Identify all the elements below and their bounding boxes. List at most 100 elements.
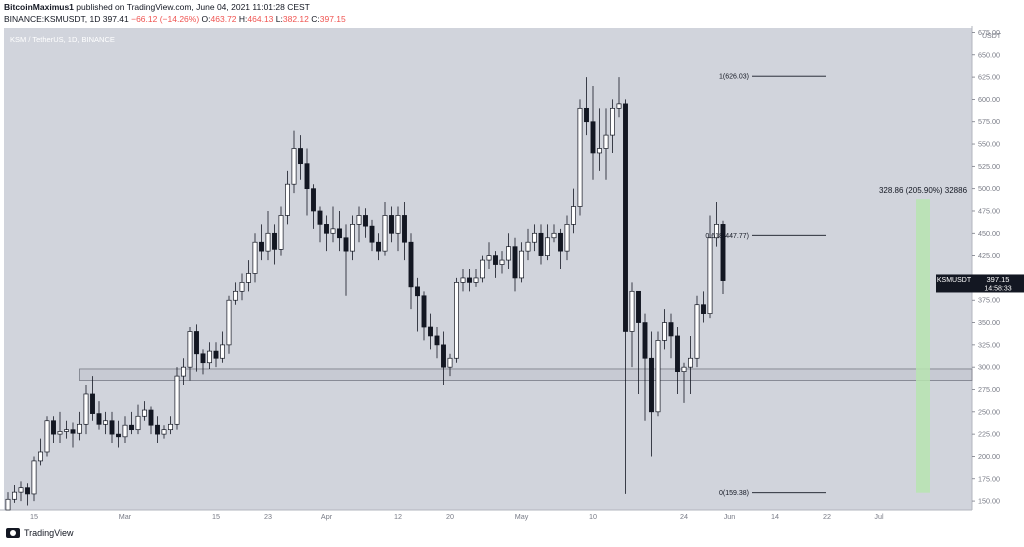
candle-up <box>564 224 570 252</box>
tradingview-brand: TradingView <box>24 528 74 538</box>
candle-up <box>174 375 180 425</box>
close-value: 397.15 <box>319 14 346 24</box>
candle-up <box>545 237 550 256</box>
candle-down <box>343 237 349 252</box>
candle-up <box>12 491 17 500</box>
candle-down <box>668 322 674 337</box>
candle-up <box>38 451 43 462</box>
candle-down <box>337 228 342 239</box>
candle-up <box>655 340 661 413</box>
candle-down <box>324 224 329 234</box>
candle-down <box>51 420 56 435</box>
symbol-label: BINANCE:KSMUSDT, 1D <box>4 14 101 24</box>
candle-up <box>220 344 225 359</box>
candle-down <box>467 277 472 283</box>
y-tick-label: 650.00 <box>978 50 1000 59</box>
candle-down <box>90 393 95 414</box>
candle-up <box>103 420 108 425</box>
candle-down <box>25 487 30 495</box>
candle-up <box>629 290 635 332</box>
candle-up <box>64 429 69 432</box>
author-name[interactable]: BitcoinMaximus1 <box>4 2 74 12</box>
x-tick-label: 22 <box>823 512 831 521</box>
candle-up <box>681 366 687 372</box>
y-tick-label: 675.00 <box>978 28 1000 37</box>
candle-up <box>57 431 63 435</box>
candle-up <box>83 393 89 425</box>
y-tick-label: 225.00 <box>978 430 1000 439</box>
candle-down <box>623 103 628 332</box>
y-tick-label: 550.00 <box>978 140 1000 149</box>
candle-down <box>311 188 316 212</box>
candle-up <box>571 206 576 225</box>
y-tick-label: 450.00 <box>978 229 1000 238</box>
candle-down <box>415 286 420 297</box>
y-tick-label: 475.00 <box>978 206 1000 215</box>
candle-down <box>538 232 544 256</box>
candle-up <box>519 250 524 279</box>
y-tick-label: 200.00 <box>978 452 1000 461</box>
range-measure-box <box>916 199 930 493</box>
candlestick-chart[interactable]: KSM / TetherUS, 1D, BINANCE 150.00 175.00 2… <box>0 26 1024 522</box>
x-tick-label: 12 <box>394 512 402 521</box>
candle-down <box>558 232 563 252</box>
candle-up <box>226 299 232 346</box>
candle-up <box>460 277 466 283</box>
last-price-tag <box>972 274 1024 293</box>
candle-up <box>525 241 531 252</box>
candle-down <box>408 241 414 288</box>
x-tick-label: 24 <box>680 512 688 521</box>
candle-up <box>285 183 290 216</box>
candle-down <box>298 148 303 165</box>
candle-up <box>207 350 212 364</box>
candle-down <box>584 107 589 123</box>
candle-down <box>129 424 134 431</box>
symbol-price-tag <box>936 274 972 293</box>
candle-up <box>688 357 693 368</box>
candle-down <box>441 344 446 368</box>
candle-up <box>246 273 251 283</box>
candle-down <box>493 255 498 265</box>
candle-up <box>18 487 24 493</box>
candle-up <box>395 215 401 234</box>
candle-up <box>135 415 141 431</box>
candle-up <box>603 134 609 149</box>
candle-up <box>181 366 186 377</box>
chart-plot[interactable]: KSM / TetherUS, 1D, BINANCE 150.00 175.00 2… <box>0 26 1024 522</box>
candle-up <box>330 228 336 234</box>
candle-up <box>597 148 602 154</box>
last-price-value: 397.15 <box>987 275 1010 284</box>
candle-down <box>642 322 648 359</box>
y-tick-label: 150.00 <box>978 497 1000 506</box>
candle-up <box>356 215 362 225</box>
tradingview-logo[interactable]: TradingView <box>6 528 74 538</box>
candle-up <box>161 429 167 435</box>
close-label: C: <box>311 14 320 24</box>
candle-up <box>122 424 128 438</box>
candle-up <box>616 103 622 109</box>
candle-up <box>350 224 355 252</box>
candle-up <box>278 215 284 250</box>
candle-down <box>96 413 102 425</box>
price-axis-background <box>972 26 1024 522</box>
candle-up <box>454 282 459 359</box>
plot-background <box>4 28 972 510</box>
y-tick-label: 250.00 <box>978 407 1000 416</box>
candle-down <box>590 121 596 154</box>
range-measure-label: 328.86 (205.90%) 32886 <box>879 186 968 195</box>
candle-up <box>291 148 297 185</box>
y-tick-label: 425.00 <box>978 251 1000 260</box>
tradingview-logo-icon <box>6 528 20 538</box>
change-value: −66.12 (−14.26%) <box>131 14 200 24</box>
candle-up <box>265 232 271 252</box>
candle-down <box>148 409 154 426</box>
y-tick-label: 625.00 <box>978 73 1000 82</box>
candle-up <box>662 322 667 341</box>
x-tick-label: Mar <box>119 512 132 521</box>
publish-line: BitcoinMaximus1 published on TradingView… <box>4 2 310 12</box>
high-label: H: <box>238 14 248 24</box>
y-tick-label: 325.00 <box>978 340 1000 349</box>
candle-up <box>506 246 511 261</box>
time-axis-background <box>0 510 1024 522</box>
candle-up <box>499 259 505 265</box>
